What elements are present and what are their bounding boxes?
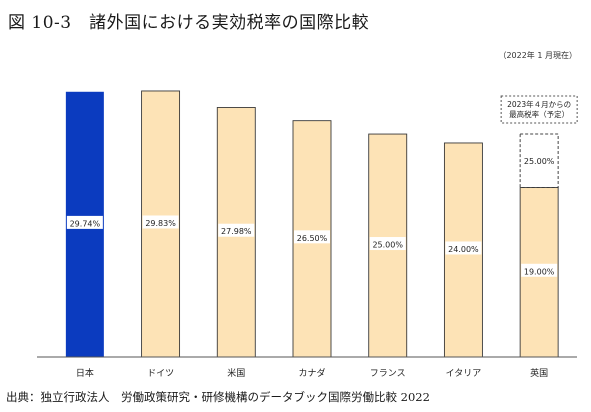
planned-note-line: 最高税率（予定） [509, 109, 569, 119]
value-label: 25.00% [372, 241, 403, 250]
category-label: ドイツ [147, 369, 174, 379]
value-label: 29.83% [145, 219, 176, 228]
planned-note-line: 2023年４月からの [507, 99, 571, 109]
value-label: 27.98% [221, 227, 252, 236]
value-label: 26.50% [297, 234, 328, 243]
value-label-bg [66, 215, 103, 229]
category-label: 米国 [227, 367, 245, 379]
category-label: 日本 [76, 367, 94, 379]
value-label-bg [445, 241, 482, 255]
category-label: イタリア [446, 368, 482, 379]
value-label-bg [218, 223, 255, 237]
category-label: カナダ [298, 367, 325, 379]
value-label: 24.00% [448, 245, 479, 254]
category-label: フランス [370, 368, 406, 379]
category-label: 英国 [530, 367, 548, 379]
planned-rate-label: 25.00% [524, 157, 555, 166]
value-label-bg [521, 263, 558, 277]
as-of-date: （2022年 1 月現在） [498, 51, 577, 60]
value-label-bg [369, 237, 406, 251]
value-label: 29.74% [70, 219, 101, 228]
planned-rate-bar [519, 133, 559, 189]
source-note: 出典：独立行政法人 労働政策研究・研修機構のデータブック国際労働比較 2022 [6, 390, 430, 404]
planned-note-box [500, 95, 578, 124]
value-label-bg [142, 215, 179, 229]
value-label-bg [294, 230, 330, 244]
chart-title: 図 10-3 諸外国における実効税率の国際比較 [8, 13, 370, 33]
value-label: 19.00% [524, 267, 555, 276]
